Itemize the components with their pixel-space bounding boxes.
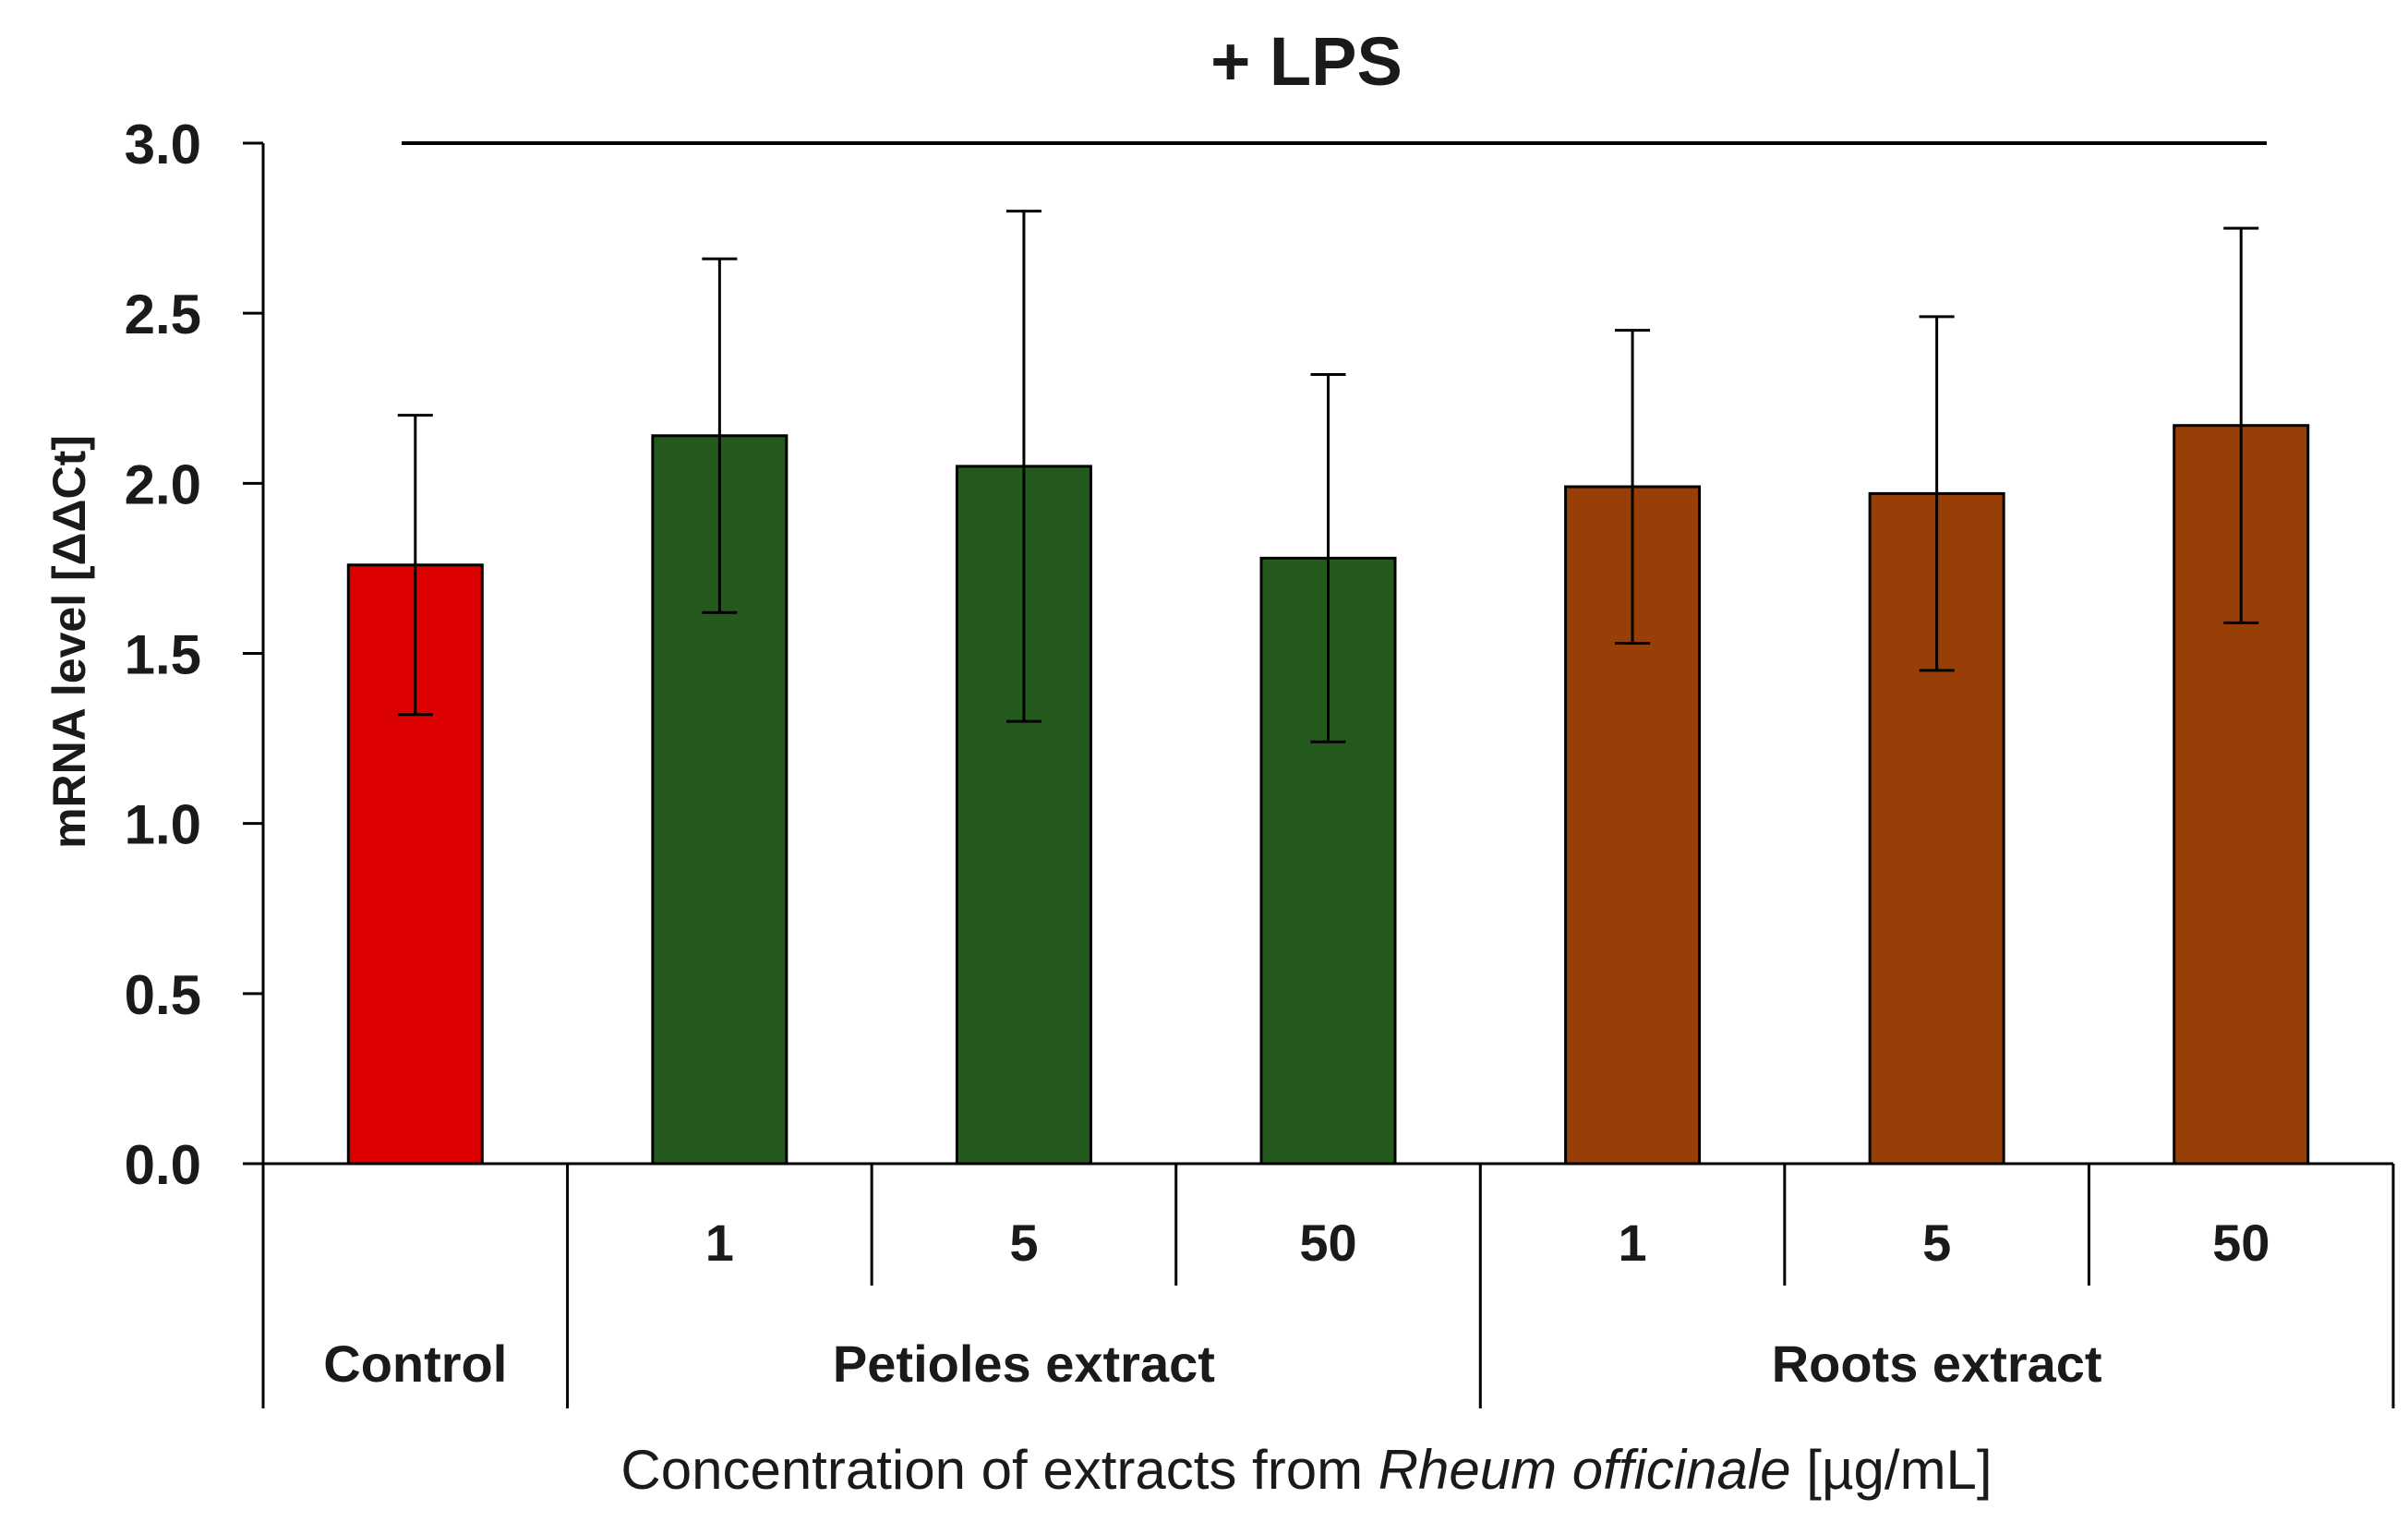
y-axis-label: mRNA level [ΔΔCt] <box>43 435 95 849</box>
category-label: 5 <box>1009 1214 1038 1272</box>
y-tick-label: 2.5 <box>125 284 201 345</box>
x-axis-label: Concentration of extracts from Rheum off… <box>620 1439 1992 1501</box>
y-tick-label: 3.0 <box>125 114 201 175</box>
category-label: 1 <box>1618 1214 1646 1272</box>
category-label: 5 <box>1922 1214 1951 1272</box>
chart-title: + LPS <box>1210 23 1403 100</box>
bar <box>955 465 1092 1166</box>
y-tick-label: 2.0 <box>125 453 201 515</box>
group-label: Roots extract <box>1772 1335 2102 1393</box>
category-label: 50 <box>1299 1214 1356 1272</box>
x-axis-label-unit: [µg/mL] <box>1806 1439 1992 1501</box>
group-label: Petioles extract <box>833 1335 1215 1393</box>
x-axis-label-prefix: Concentration of extracts from <box>620 1439 1363 1501</box>
y-tick-label: 0.0 <box>125 1134 201 1196</box>
y-tick-label: 1.5 <box>125 624 201 686</box>
category-label: 50 <box>2212 1214 2270 1272</box>
x-axis-label-species: Rheum officinale <box>1379 1439 1791 1501</box>
group-label: Control <box>323 1335 507 1393</box>
category-label: 1 <box>705 1214 734 1272</box>
y-tick-label: 0.5 <box>125 964 201 1026</box>
y-tick-label: 1.0 <box>125 794 201 856</box>
